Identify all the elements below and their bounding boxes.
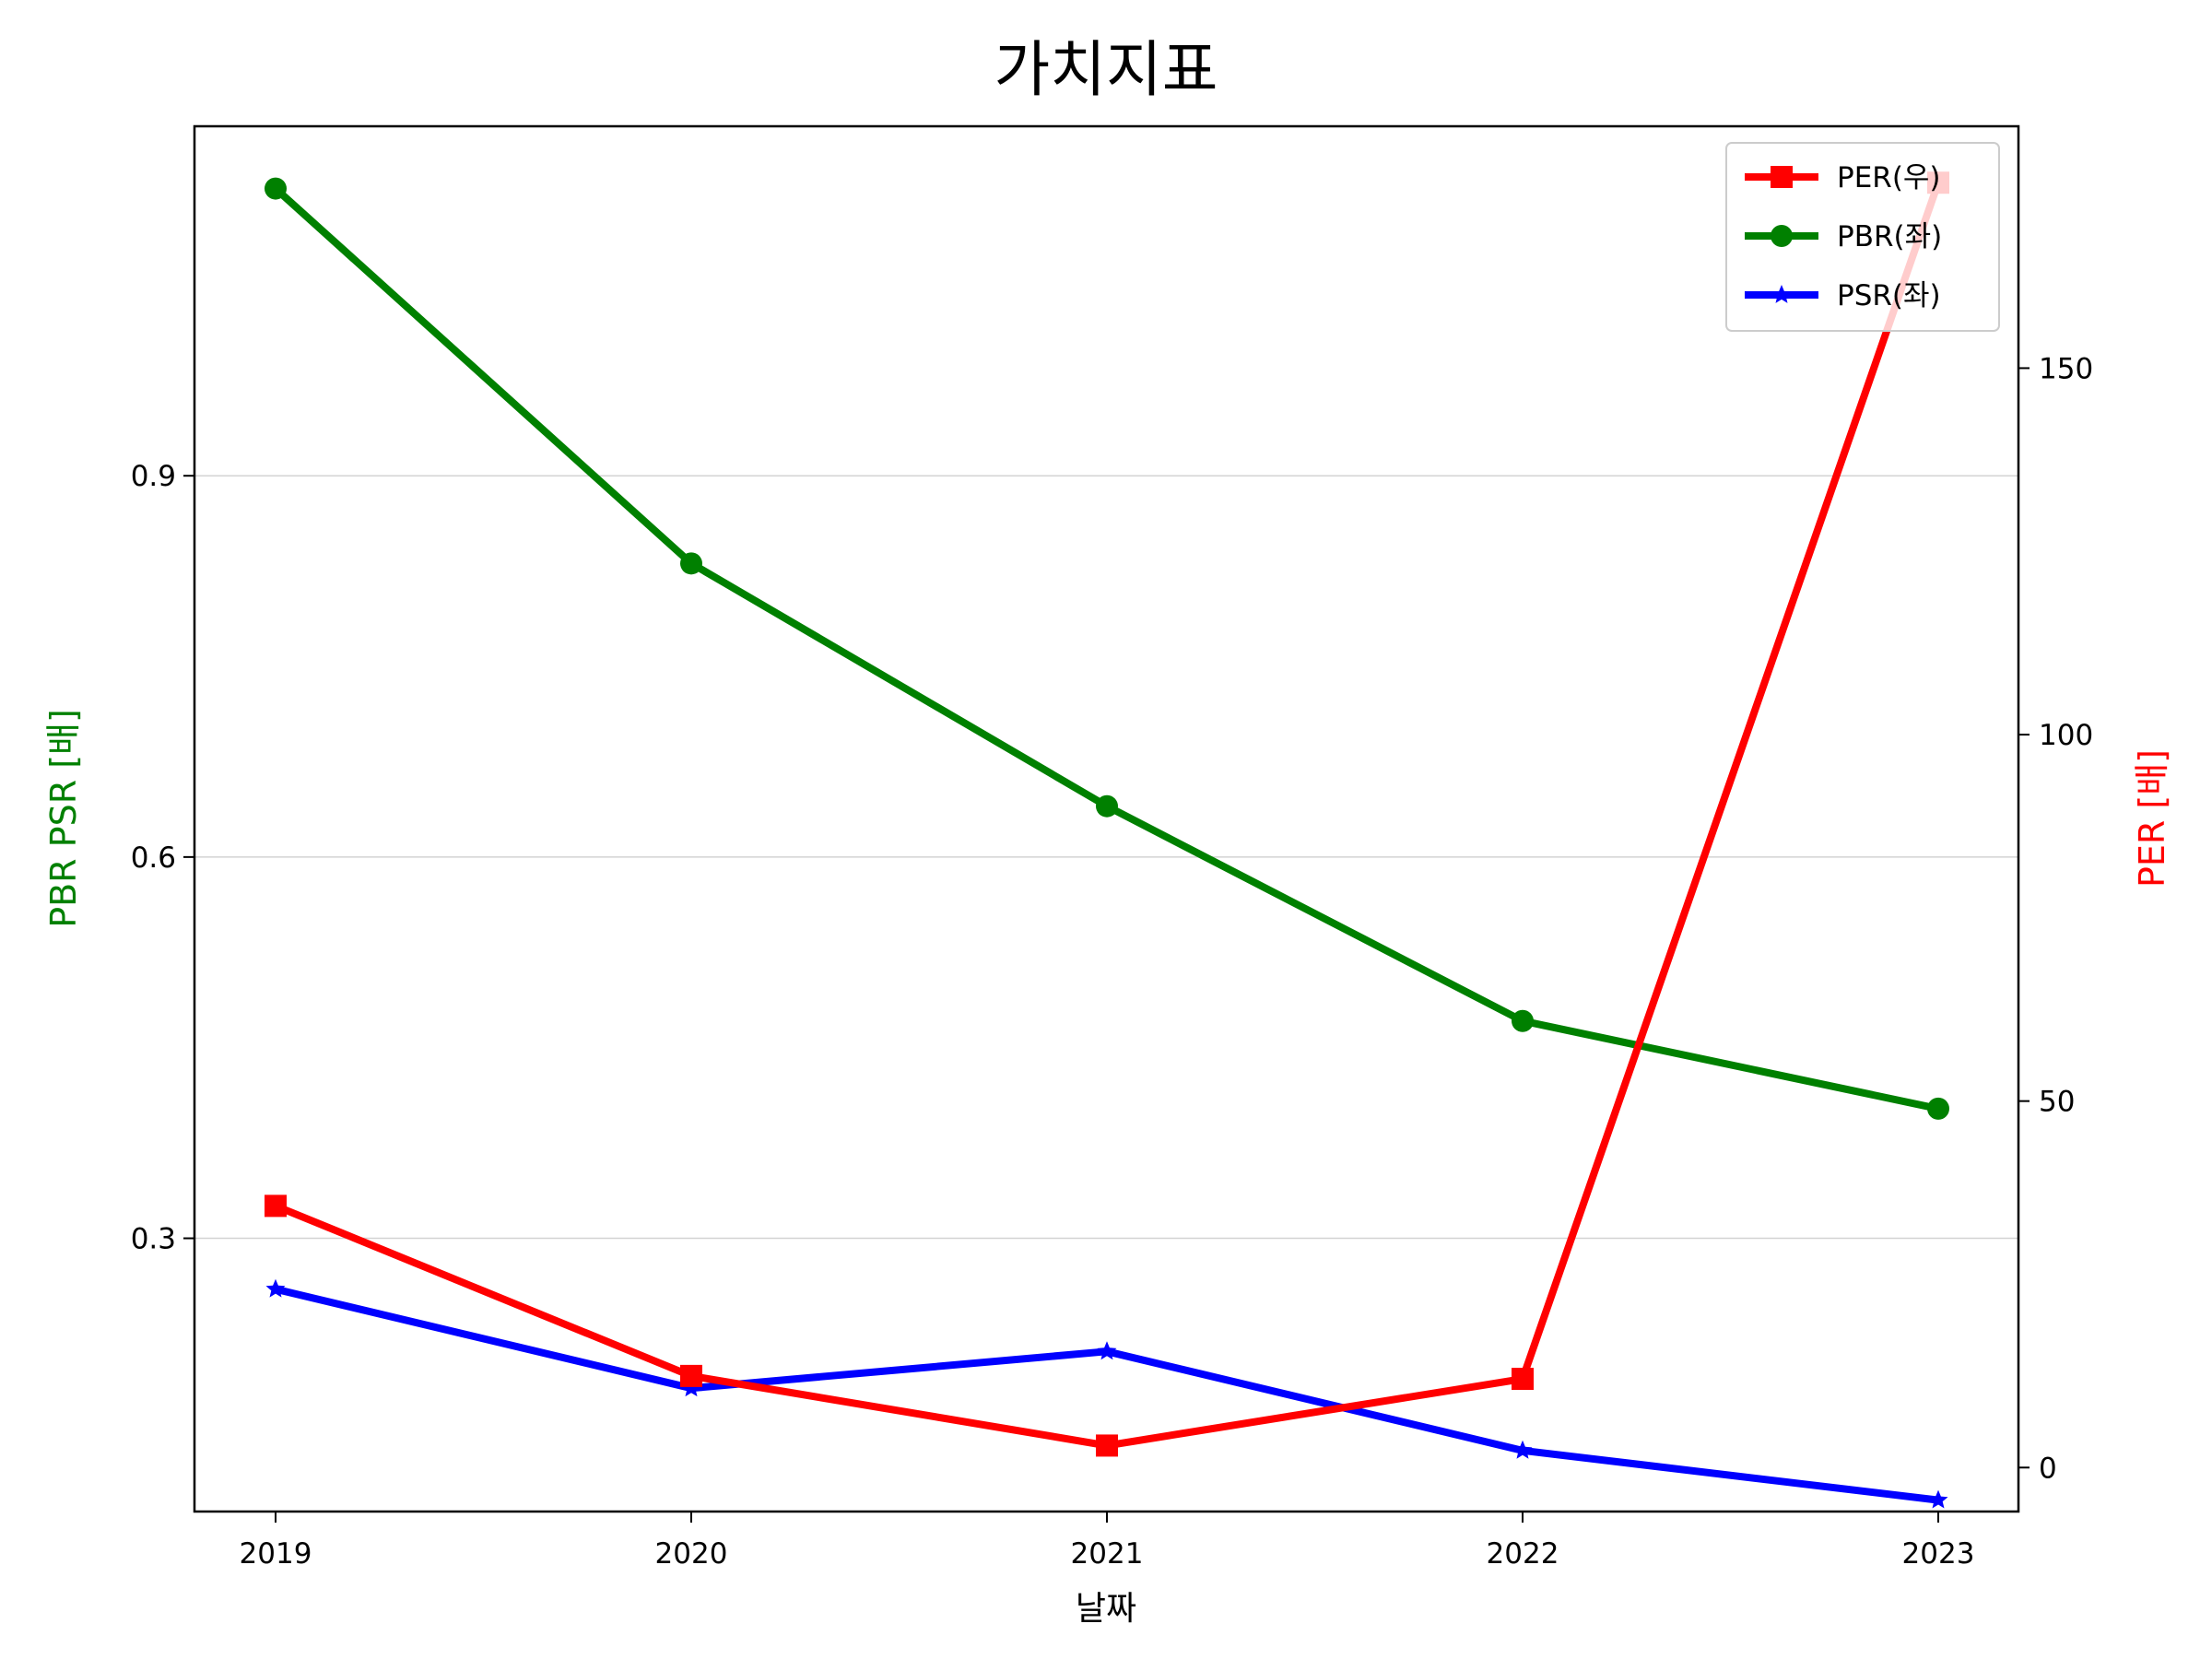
x-tick-label: 2021 — [1071, 1537, 1144, 1571]
legend-box — [1725, 142, 2000, 332]
data-point-pbr — [265, 177, 287, 200]
data-point-psr — [1512, 1440, 1533, 1459]
y-left-tick-label: 0.3 — [131, 1223, 176, 1256]
data-point-psr — [1928, 1489, 1948, 1509]
legend-swatch-marker — [1771, 166, 1793, 188]
series-pbr — [265, 177, 1949, 1120]
y-left-tick-label: 0.9 — [131, 460, 176, 493]
legend-items: PER(우) PBR(좌) PSR(좌) — [1745, 161, 1942, 312]
data-point-per — [680, 1364, 702, 1387]
series-layer — [265, 171, 1949, 1509]
legend-swatch-marker — [1771, 285, 1792, 303]
x-tick-label: 2023 — [1902, 1537, 1975, 1571]
x-tick-label: 2022 — [1487, 1537, 1559, 1571]
y-right-tick-label: 100 — [2039, 719, 2093, 752]
y-right-tick-label: 0 — [2039, 1452, 2057, 1485]
data-point-psr — [265, 1278, 286, 1298]
grid-lines — [194, 475, 2018, 1240]
legend-label: PSR(좌) — [1837, 279, 1941, 312]
data-point-per — [1096, 1434, 1118, 1457]
series-psr — [265, 1278, 1948, 1509]
data-point-pbr — [1512, 1009, 1534, 1032]
y-axis-left-label: PBR PSR [배] — [43, 709, 84, 928]
y-right-tick-label: 150 — [2039, 352, 2093, 385]
data-point-pbr — [1096, 794, 1118, 818]
legend-label: PER(우) — [1837, 161, 1941, 194]
series-per — [265, 171, 1949, 1457]
legend: PER(우) PBR(좌) PSR(좌) — [1725, 142, 2000, 332]
legend-entry-psr: PSR(좌) — [1745, 279, 1941, 312]
y-axis-right-label: PER [배] — [2132, 749, 2172, 888]
data-point-psr — [1097, 1341, 1117, 1360]
legend-entry-per: PER(우) — [1745, 161, 1941, 194]
x-tick-label: 2020 — [655, 1537, 728, 1571]
y-right-tick-label: 50 — [2039, 1086, 2075, 1119]
x-tick-label: 2019 — [240, 1537, 312, 1571]
data-point-per — [1512, 1368, 1534, 1391]
data-point-pbr — [1927, 1097, 1949, 1120]
legend-swatch-marker — [1771, 225, 1793, 247]
legend-label: PBR(좌) — [1837, 220, 1942, 253]
axes: 0.3 0.6 0.9 0 50 100 150 2019 2020 2021 2022 2023 — [131, 352, 2093, 1571]
x-axis-label: 날짜 — [1076, 1590, 1136, 1628]
y-left-tick-label: 0.6 — [131, 841, 176, 875]
data-point-per — [265, 1194, 287, 1218]
data-point-psr — [681, 1378, 701, 1397]
chart-title: 가치지표 — [994, 34, 1218, 105]
legend-entry-pbr: PBR(좌) — [1745, 220, 1942, 253]
data-point-pbr — [680, 552, 702, 575]
